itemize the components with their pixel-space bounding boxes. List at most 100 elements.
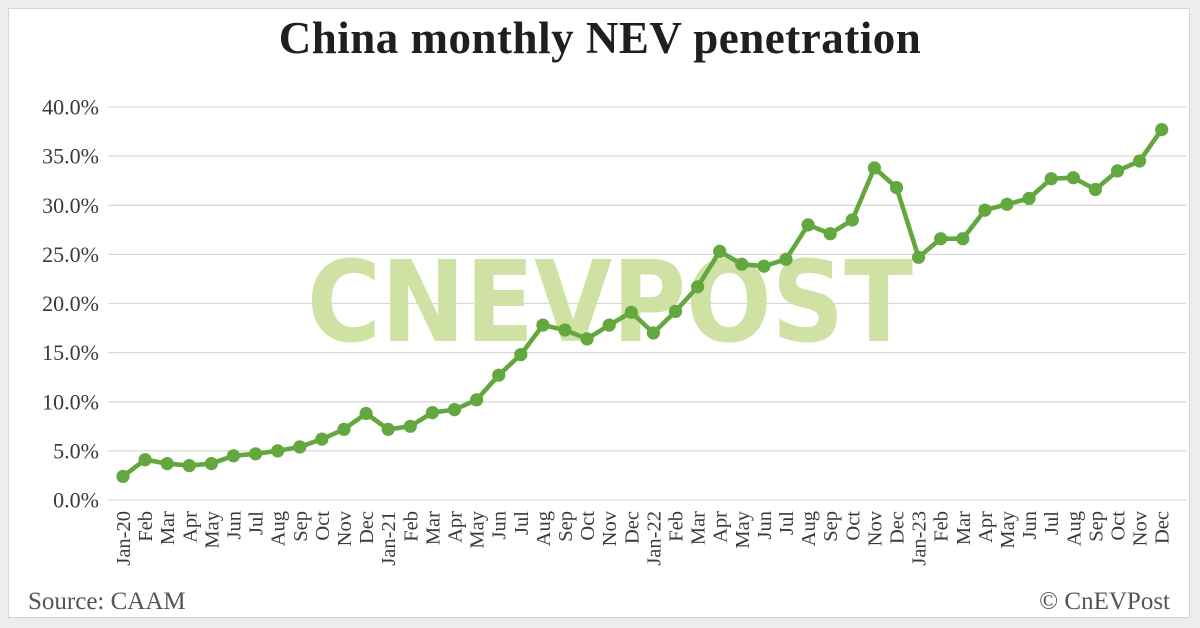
x-axis-label: Feb bbox=[135, 511, 157, 542]
data-point bbox=[646, 326, 661, 340]
x-axis-label: Jul bbox=[246, 511, 268, 535]
data-point bbox=[492, 368, 506, 382]
y-axis-label: 15.0% bbox=[42, 340, 99, 365]
data-point bbox=[978, 203, 992, 217]
data-point bbox=[514, 348, 528, 362]
data-point bbox=[956, 232, 970, 246]
data-point bbox=[624, 305, 638, 319]
page-title: China monthly NEV penetration bbox=[278, 13, 922, 63]
x-axis-label: Dec bbox=[887, 511, 909, 544]
copyright-label: © CnEVPost bbox=[1039, 588, 1170, 615]
x-axis-label: Jan-21 bbox=[378, 511, 400, 566]
data-point bbox=[867, 161, 882, 175]
x-axis-label: Jan-20 bbox=[113, 511, 135, 566]
data-point bbox=[757, 259, 771, 273]
data-point bbox=[271, 444, 285, 458]
data-point bbox=[182, 459, 196, 473]
data-point bbox=[447, 403, 462, 417]
x-axis-label: May bbox=[467, 510, 489, 548]
x-axis-label: Feb bbox=[666, 511, 688, 542]
data-point bbox=[359, 406, 373, 421]
y-axis-label: 5.0% bbox=[53, 438, 99, 463]
data-point bbox=[249, 447, 263, 461]
x-axis-label: Dec bbox=[356, 511, 378, 544]
x-axis-label: Sep bbox=[1085, 511, 1107, 542]
data-point bbox=[1155, 123, 1169, 137]
x-axis-label: Mar bbox=[688, 511, 710, 545]
data-point bbox=[691, 280, 705, 294]
x-axis-label: Nov bbox=[864, 510, 886, 546]
y-axis-label: 40.0% bbox=[42, 95, 99, 120]
chart-card bbox=[8, 8, 1190, 618]
data-point bbox=[735, 257, 749, 271]
data-point bbox=[1110, 164, 1125, 178]
x-axis-label: Apr bbox=[179, 511, 201, 543]
x-axis-label: Aug bbox=[533, 511, 555, 546]
data-point bbox=[293, 440, 307, 454]
y-axis-label: 25.0% bbox=[42, 242, 99, 267]
data-point bbox=[713, 244, 727, 258]
x-axis-label: Mar bbox=[953, 511, 975, 545]
data-point bbox=[1133, 154, 1147, 168]
y-axis-label: 0.0% bbox=[53, 488, 99, 513]
data-point bbox=[889, 181, 904, 195]
data-point bbox=[580, 332, 594, 346]
x-axis-label: Jul bbox=[776, 511, 798, 535]
data-point bbox=[1000, 197, 1014, 211]
x-axis-label: Aug bbox=[798, 511, 820, 546]
x-axis-label: May bbox=[997, 510, 1019, 548]
x-axis-label: Jun bbox=[489, 511, 511, 539]
data-point bbox=[912, 250, 926, 264]
data-point bbox=[116, 469, 130, 483]
x-axis-label: Jun bbox=[754, 511, 776, 539]
x-axis-label: Aug bbox=[268, 511, 290, 546]
x-axis-label: Feb bbox=[400, 511, 422, 542]
x-axis-label: Jun bbox=[1019, 511, 1041, 539]
x-axis-label: Jun bbox=[224, 511, 246, 539]
x-axis-label: Dec bbox=[1152, 511, 1174, 544]
source-label: Source: CAAM bbox=[28, 588, 186, 615]
x-axis-label: Apr bbox=[975, 511, 997, 543]
data-point bbox=[558, 323, 572, 337]
x-axis-label: Sep bbox=[820, 511, 842, 542]
data-point bbox=[204, 457, 218, 471]
data-point bbox=[602, 318, 616, 332]
x-axis-label: Oct bbox=[842, 511, 864, 541]
data-point bbox=[1066, 171, 1080, 185]
data-point bbox=[425, 406, 439, 420]
x-axis-label: Feb bbox=[931, 511, 953, 542]
data-point bbox=[779, 252, 793, 266]
x-axis-label: May bbox=[732, 510, 754, 548]
x-axis-label: Sep bbox=[290, 511, 312, 542]
x-axis-label: Mar bbox=[157, 511, 179, 545]
data-point bbox=[160, 457, 174, 471]
y-axis-label: 35.0% bbox=[42, 144, 99, 169]
data-point bbox=[845, 213, 859, 227]
data-point bbox=[668, 304, 683, 318]
x-axis-label: May bbox=[201, 510, 223, 548]
data-point bbox=[1044, 172, 1058, 186]
data-point bbox=[226, 449, 241, 463]
data-point bbox=[138, 453, 152, 467]
data-point bbox=[1022, 191, 1036, 205]
x-axis-label: Jan-22 bbox=[643, 511, 665, 566]
data-point bbox=[381, 422, 395, 436]
data-point bbox=[337, 422, 351, 436]
watermark-text: CNEVPOST bbox=[307, 238, 913, 368]
x-axis-label: Mar bbox=[422, 511, 444, 545]
x-axis-label: Nov bbox=[334, 510, 356, 546]
x-axis-label: Dec bbox=[621, 511, 643, 544]
data-point bbox=[403, 419, 417, 433]
y-axis-label: 20.0% bbox=[42, 291, 99, 316]
x-axis-label: Nov bbox=[599, 510, 621, 546]
x-axis-label: Apr bbox=[445, 511, 467, 543]
x-axis-label: Oct bbox=[312, 511, 334, 541]
y-axis-label: 10.0% bbox=[42, 389, 99, 414]
x-axis-label: Aug bbox=[1063, 511, 1085, 546]
x-axis-label: Sep bbox=[555, 511, 577, 542]
data-point bbox=[315, 432, 329, 446]
x-axis-label: Apr bbox=[710, 511, 732, 543]
data-point bbox=[536, 318, 550, 332]
y-axis-label: 30.0% bbox=[42, 193, 99, 218]
